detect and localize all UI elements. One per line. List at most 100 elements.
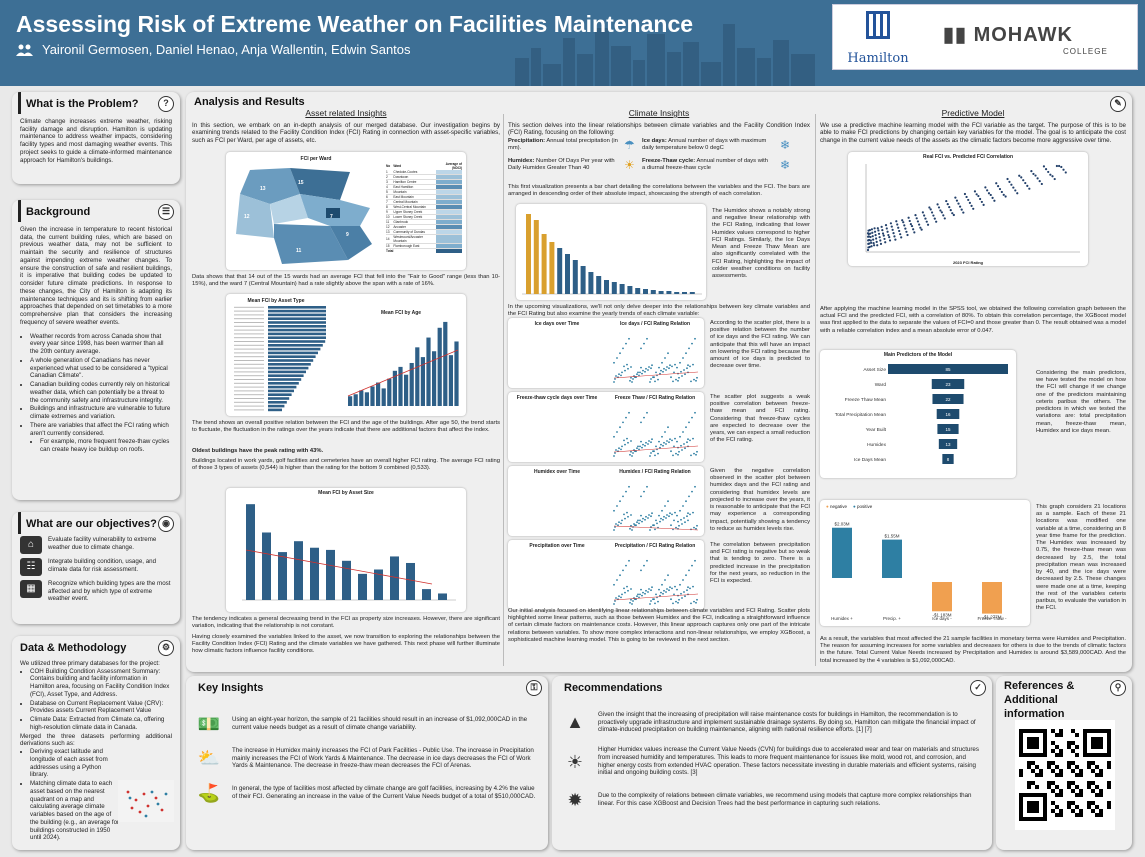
scatter-point xyxy=(1006,177,1009,181)
qr-module xyxy=(1051,769,1055,773)
qr-module xyxy=(1067,761,1071,765)
scatter-point xyxy=(668,589,670,592)
scatter-point xyxy=(640,347,642,350)
scatter-point xyxy=(949,209,952,212)
scatter-point xyxy=(1064,171,1067,174)
scatter-point xyxy=(681,523,683,525)
precip-var: Precipitation: Annual total precipitatio… xyxy=(508,138,618,152)
list-item: Database on Current Replacement Value (C… xyxy=(30,700,172,716)
list-item: For example, more frequent freeze-thaw c… xyxy=(30,438,172,454)
objective-item: ▦ Recognize which building types are the… xyxy=(12,578,180,605)
insight-item: ⛳ In general, the type of facilities mos… xyxy=(186,779,548,807)
table-header-row: No Ward Average of (NDCI) xyxy=(386,162,462,170)
bar xyxy=(268,366,309,370)
scatter-point xyxy=(660,591,662,594)
qr-code[interactable] xyxy=(1015,720,1115,830)
scatter-point xyxy=(671,365,673,368)
scatter-point xyxy=(655,593,657,596)
qr-module xyxy=(1075,765,1079,769)
scatter-point xyxy=(982,203,985,206)
bar xyxy=(689,292,695,294)
scatter-point xyxy=(618,521,620,524)
qr-module xyxy=(1087,765,1091,769)
scatter-point xyxy=(939,209,942,212)
scatter-point xyxy=(894,238,897,241)
table-cell: Hamilton Centre xyxy=(393,180,417,184)
data-label: 16 xyxy=(945,412,951,417)
scatter-point xyxy=(1000,190,1003,194)
qr-finder xyxy=(1027,801,1039,813)
scatter-point xyxy=(867,242,870,246)
scatter-point xyxy=(646,337,648,340)
document-icon: ☰ xyxy=(158,204,174,220)
qr-module xyxy=(1059,729,1063,733)
bar xyxy=(415,347,420,406)
scatter-point xyxy=(915,217,918,220)
bar xyxy=(942,454,954,464)
scatter-point xyxy=(639,519,641,522)
scatter-point xyxy=(641,594,643,597)
scatter-point xyxy=(881,232,885,235)
scatter-point xyxy=(613,361,615,364)
asset-insights-title: Asset related Insights xyxy=(305,108,387,118)
scatter-point xyxy=(613,509,615,512)
scatter-point xyxy=(979,197,982,201)
scatter-point xyxy=(667,574,669,577)
var-desc: Annual total precipitation (in mm). xyxy=(508,138,618,152)
scatter-point xyxy=(669,586,671,589)
main-predictors-figure: Main Predictors of the Model Asset Size 8… xyxy=(820,350,1016,478)
fci-change-figure: ● negative ● positive $2.03M Humidex + $1.… xyxy=(820,500,1030,626)
scatter-point xyxy=(937,206,941,209)
bar xyxy=(643,289,648,294)
scatter-point xyxy=(867,246,870,249)
bar xyxy=(268,325,326,328)
qr-module xyxy=(1055,813,1059,817)
qr-module xyxy=(1047,765,1051,769)
scatter-point xyxy=(682,431,684,433)
scatter-point xyxy=(893,235,896,238)
scatter-point xyxy=(691,416,693,419)
objectives-title: What are our objectives? xyxy=(18,512,180,534)
sub-bullet: For example, more frequent freeze-thaw c… xyxy=(40,438,172,454)
bar xyxy=(268,378,302,381)
scatter-point xyxy=(628,337,630,340)
scatter-point xyxy=(620,374,622,377)
qr-module xyxy=(1095,765,1099,769)
scatter-point xyxy=(673,445,675,448)
scatter-point xyxy=(623,439,625,442)
table-row: 7 Central Mountain xyxy=(386,199,462,205)
database-bullets: COH Building Condition Assessment Summar… xyxy=(12,668,180,732)
scatter-point xyxy=(936,203,939,206)
predictor-bars: Asset Size 85 Ward 23 Freeze Thaw Mean 22 Tota… xyxy=(835,364,1008,464)
scatter-point xyxy=(685,426,687,429)
qr-module xyxy=(1027,761,1031,765)
scatter-point xyxy=(892,231,895,235)
category-label: Ward xyxy=(875,382,887,388)
table-cell xyxy=(435,189,462,195)
qr-module xyxy=(1055,733,1059,737)
qr-module xyxy=(1059,809,1063,813)
objective-text: Evaluate facility vulnerability to extre… xyxy=(48,535,157,551)
scatter-point xyxy=(658,366,660,369)
scatter-point xyxy=(651,438,653,441)
bar xyxy=(364,392,369,406)
scatter-point xyxy=(645,515,647,518)
bar xyxy=(358,573,367,600)
qr-module xyxy=(1027,781,1031,785)
size-chart xyxy=(242,504,456,601)
scatter-point xyxy=(1018,174,1021,177)
table-cell xyxy=(435,184,462,190)
scatter-point xyxy=(690,454,692,457)
people-icon xyxy=(16,44,33,57)
scatter-point xyxy=(692,511,694,514)
city-skyline-graphic xyxy=(515,24,815,86)
background-title: Background xyxy=(18,200,180,222)
problem-text: Climate change increases extreme weather… xyxy=(20,117,172,164)
scatter-point xyxy=(896,223,899,226)
scatter-point xyxy=(620,596,622,599)
scatter-point xyxy=(632,600,634,602)
qr-module xyxy=(1079,789,1083,793)
scatter-point xyxy=(991,196,994,199)
scatter-point xyxy=(1008,180,1011,183)
bar xyxy=(682,292,687,294)
